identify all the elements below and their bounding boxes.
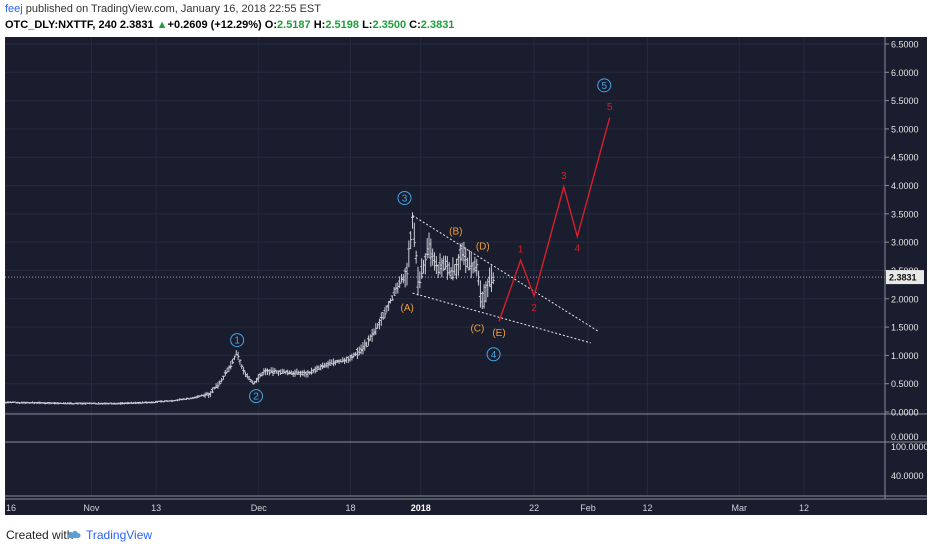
wave-label-degree: 2 [253, 392, 259, 403]
wave-label-circle [230, 333, 245, 348]
price-series [3, 212, 495, 405]
time-tick-label: 2018 [411, 503, 431, 513]
price-tick-label: 0.0000 [891, 408, 919, 418]
time-axis[interactable]: 16 Nov 13 Dec 18 2018 22 Feb 12 Mar 12 [6, 503, 809, 513]
price-tick-label: 4.5000 [891, 153, 919, 163]
time-tick-label: Dec [251, 503, 268, 513]
last-price-tag-label: 2.3831 [889, 273, 917, 283]
indicator-tick-label: 40.0000 [891, 471, 924, 481]
impulse-wave-projection-line[interactable] [498, 117, 611, 322]
grid-lines [4, 37, 885, 495]
open-value: 2.5187 [277, 19, 311, 31]
price-axis[interactable]: 6.5000 6.0000 5.5000 5.0000 4.5000 4.0000 3.50… [885, 40, 929, 482]
price-tick-label: 2.0000 [891, 294, 919, 304]
chart-background [5, 37, 927, 515]
price-tick-label: 5.0000 [891, 124, 919, 134]
wave-label-circle [397, 190, 412, 205]
time-tick-label: Mar [731, 503, 747, 513]
trendlines[interactable] [412, 215, 600, 344]
indicator-panes [5, 37, 927, 500]
wave-label-correction: (D) [476, 242, 490, 253]
wave-label-circle [249, 389, 264, 404]
time-tick-label: 16 [6, 503, 16, 513]
symbol-label[interactable]: OTC_DLY:NXTTF, 240 [5, 19, 117, 31]
price-tick-label: 4.0000 [891, 181, 919, 191]
wave-label-degree: 1 [234, 336, 240, 347]
footer: Created with TradingView [0, 516, 932, 550]
indicator-tick-label: 100.0000 [891, 442, 927, 452]
price-tick-label: 6.5000 [891, 40, 919, 50]
publish-info: feej published on TradingView.com, Janua… [5, 3, 321, 15]
close-value: 2.3831 [420, 19, 455, 31]
wave-label-impulse: 1 [518, 244, 524, 255]
up-arrow-icon: ▲ [156, 19, 168, 31]
wave-label-correction: (E) [492, 328, 505, 339]
time-tick-label: 12 [642, 503, 652, 513]
price-tick-label: 0.5000 [891, 379, 919, 389]
created-with-text: Created with [6, 528, 74, 542]
wave-label-correction: (B) [449, 226, 462, 237]
price-tick-label: 1.0000 [891, 351, 919, 361]
chart-area[interactable]: 6.5000 6.0000 5.5000 5.0000 4.5000 4.0000 3.50… [3, 37, 929, 515]
wave-projection[interactable] [498, 117, 611, 322]
price-tick-label: 6.0000 [891, 68, 919, 78]
time-tick-label: Nov [83, 503, 100, 513]
wave-label-degree: 5 [601, 81, 607, 92]
time-tick-label: 22 [529, 503, 539, 513]
indicator-tick-label: 0.0000 [891, 432, 919, 442]
publish-text: published on TradingView.com, January 16… [22, 3, 321, 15]
wave-label-degree: 3 [402, 193, 408, 204]
open-label: O: [264, 19, 278, 31]
last-price: 2.3831 [119, 19, 154, 31]
tradingview-cloud-icon[interactable] [66, 527, 82, 541]
wave-label-impulse: 5 [607, 102, 613, 113]
triangle-trendline[interactable] [412, 292, 591, 344]
high-value: 2.5198 [325, 19, 359, 31]
wave-label-circle [486, 347, 501, 362]
time-tick-label: 12 [799, 503, 809, 513]
last-price-line: 2.3831 [5, 270, 924, 285]
wave-label-impulse: 2 [531, 303, 537, 314]
wave-label-correction: (A) [401, 303, 414, 314]
low-label: L: [362, 19, 373, 31]
price-change: +0.2609 (+12.29%) [167, 19, 262, 31]
last-price-tag [886, 270, 924, 285]
price-tick-label: 1.5000 [891, 323, 919, 333]
triangle-trendline[interactable] [412, 215, 600, 333]
chart-header: feej published on TradingView.com, Janua… [0, 0, 932, 36]
tradingview-brand-link[interactable]: TradingView [86, 528, 153, 542]
wave-label-correction: (C) [470, 324, 484, 335]
ohlc-legend: OTC_DLY:NXTTF, 240 2.3831 ▲+0.2609 (+12.… [5, 19, 454, 31]
time-tick-label: 18 [346, 503, 356, 513]
price-tick-label: 3.0000 [891, 238, 919, 248]
high-label: H: [313, 19, 326, 31]
wave-label-degree: 4 [491, 350, 497, 361]
time-tick-label: 13 [151, 503, 161, 513]
price-tick-label: 3.5000 [891, 209, 919, 219]
wave-label-impulse: 3 [561, 171, 567, 182]
wave-annotations: 1 2 3 4 5 (A) (B) (C) (D) (E) 1 2 3 4 5 [230, 78, 613, 404]
price-chart[interactable]: 6.5000 6.0000 5.5000 5.0000 4.5000 4.0000 3.50… [3, 37, 929, 515]
price-tick-label: 5.5000 [891, 96, 919, 106]
close-label: C: [409, 19, 421, 31]
time-tick-label: Feb [580, 503, 596, 513]
wave-label-impulse: 4 [574, 243, 580, 254]
wave-label-circle [597, 78, 612, 93]
author-link[interactable]: feej [5, 3, 23, 15]
low-value: 2.3500 [372, 19, 407, 31]
